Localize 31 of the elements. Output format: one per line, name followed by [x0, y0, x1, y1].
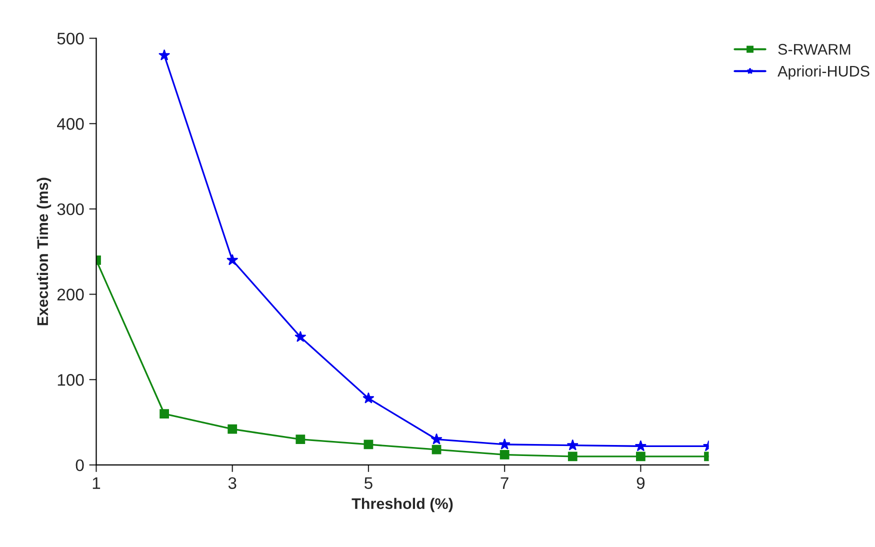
point: [568, 452, 578, 462]
x-tick-label: 7: [500, 477, 508, 489]
point: [296, 434, 306, 444]
x-tick-label: 5: [364, 477, 372, 489]
y-tick-label: 500: [57, 32, 84, 44]
point: [430, 433, 442, 444]
x-tick-label: 3: [228, 477, 236, 489]
x-tick-label: 1: [92, 477, 100, 489]
y-tick-label: 100: [58, 374, 84, 386]
point: [364, 440, 374, 450]
legend-label: S-RWARM: [778, 44, 850, 55]
point: [294, 330, 306, 342]
point: [228, 424, 238, 434]
point: [158, 49, 170, 60]
y-tick-label: 400: [57, 118, 84, 130]
y-tick-label: 0: [76, 459, 84, 472]
y-tick-label: 200: [57, 288, 84, 300]
point: [634, 440, 646, 452]
point: [498, 438, 510, 450]
y-tick-label: 300: [57, 203, 84, 216]
point: [362, 392, 374, 404]
point: [500, 450, 510, 460]
legend-label: Apriori-HUDS: [778, 65, 870, 80]
point: [636, 452, 646, 462]
y-axis-title: Execution Time (ms): [36, 178, 52, 326]
point: [226, 254, 238, 266]
point: [160, 409, 169, 418]
point: [432, 444, 442, 454]
point: [566, 439, 578, 450]
x-tick-label: 9: [636, 477, 645, 489]
x-axis-title: Threshold (%): [352, 498, 453, 512]
